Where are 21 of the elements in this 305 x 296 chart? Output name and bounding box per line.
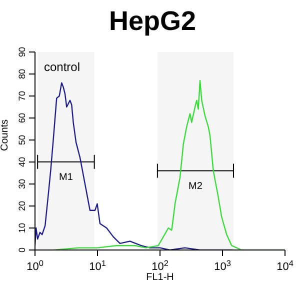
y-tick-label: 30: [17, 178, 27, 190]
y-tick-label: 10: [17, 222, 27, 234]
y-tick-label: 0: [17, 247, 27, 253]
annotation: control: [44, 60, 80, 74]
x-tick-label: 10$^{3}$: [214, 258, 232, 273]
band-label: M2: [188, 180, 203, 192]
y-tick-label: 20: [17, 200, 27, 212]
x-tick-label: 10$^{2}$: [152, 258, 169, 273]
chart-title: HepG2: [108, 6, 198, 37]
y-tick-label: 90: [17, 46, 27, 58]
y-tick-label: 80: [17, 68, 27, 80]
x-tick-label: 10$^{0}$: [26, 258, 44, 273]
x-axis-title: FL1-H: [146, 272, 174, 283]
x-tick-label: 10$^{1}$: [89, 258, 106, 273]
x-tick-label: 10$^{4}$: [276, 258, 294, 273]
y-tick-label: 70: [17, 90, 27, 102]
y-tick-label: 50: [17, 134, 27, 146]
band-label: M1: [59, 172, 74, 183]
y-tick-label: 40: [17, 156, 27, 168]
y-axis-title: Counts: [0, 119, 11, 151]
y-tick-label: 60: [17, 112, 27, 124]
